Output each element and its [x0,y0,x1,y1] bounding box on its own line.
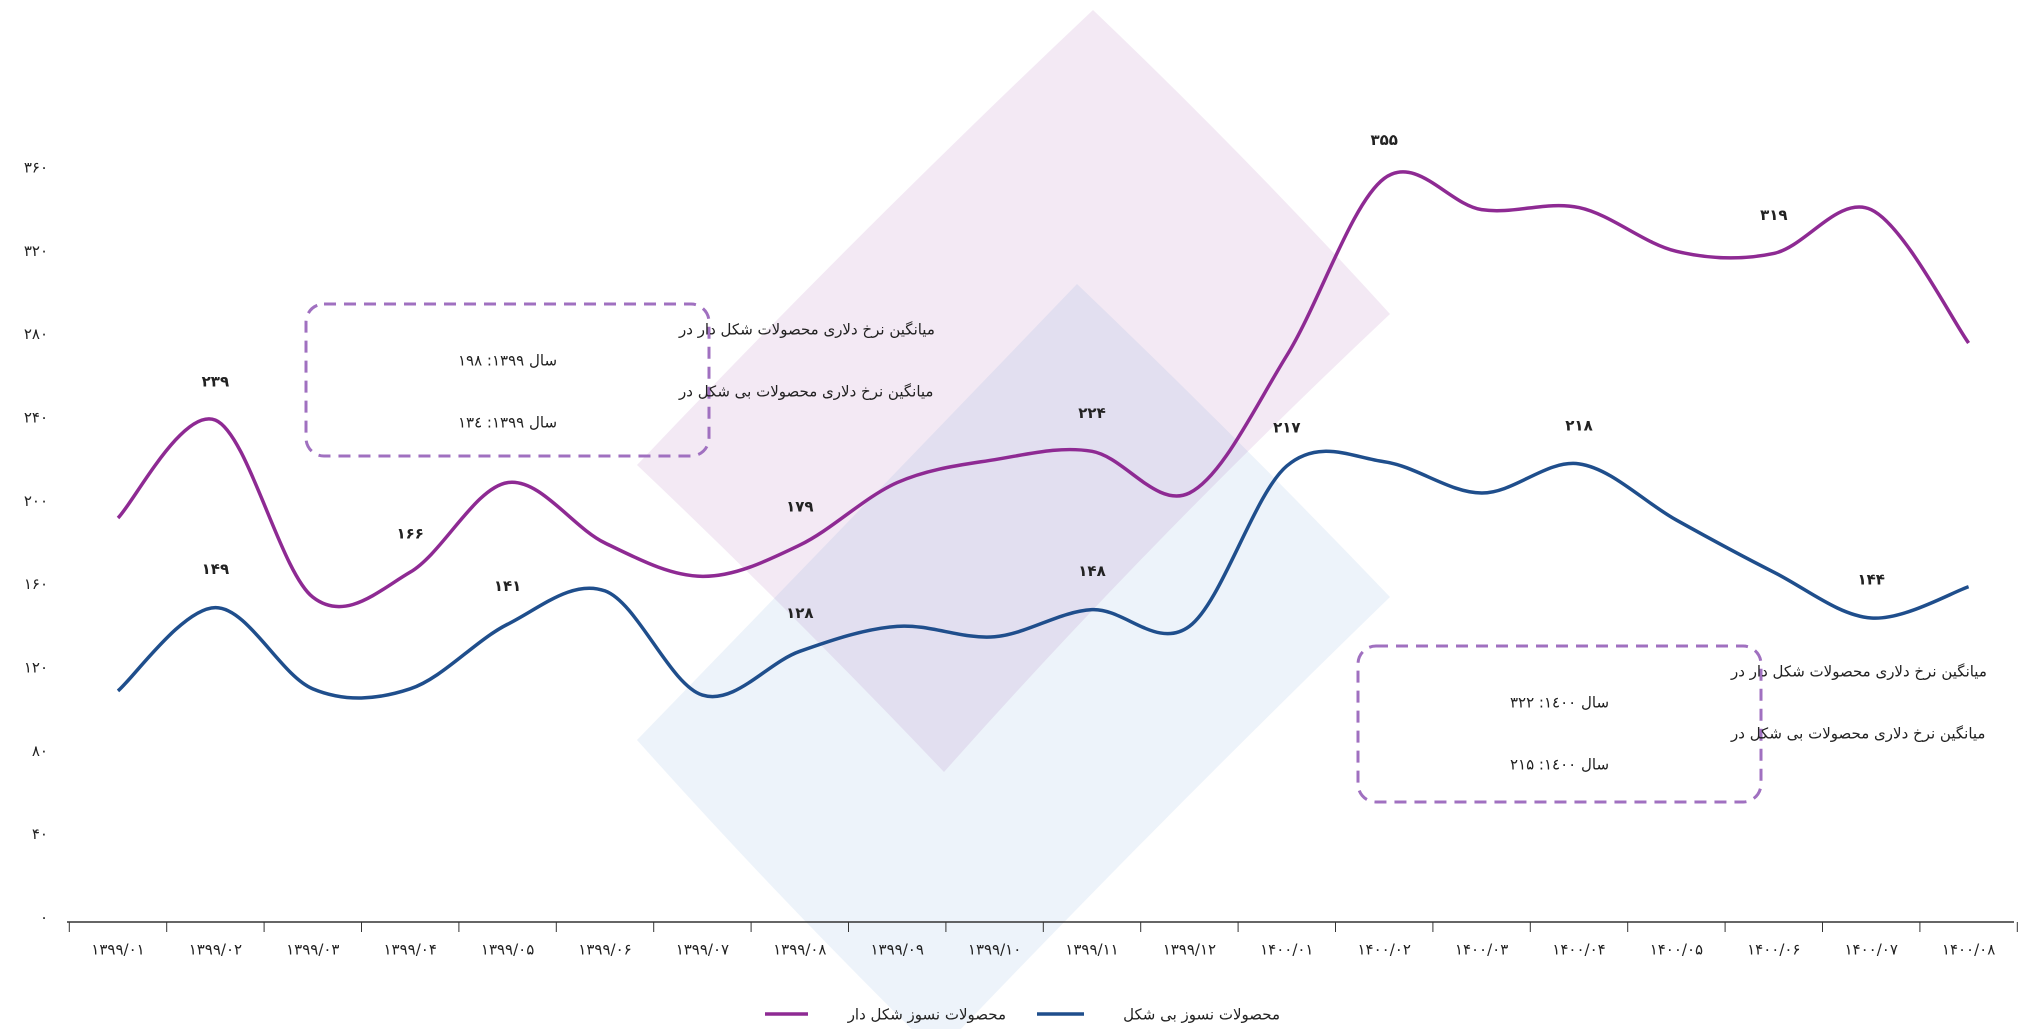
data-label: ۱۴۱ [494,577,521,595]
y-tick-label: ۳۶۰ [24,159,48,177]
data-label: ۱۴۹ [202,560,229,578]
x-tick-label: ۱۳۹۹/۰۸ [773,941,826,959]
annotation-text: میانگین نرخ دلاری محصولات بی شکل در [1730,725,1985,743]
y-tick-label: ۳۲۰ [24,242,48,260]
annotation-text: میانگین نرخ دلاری محصولات شکل دار در [678,321,935,339]
y-tick-label: ۴۰ [32,825,48,843]
x-tick-label: ۱۳۹۹/۰۶ [578,941,631,959]
data-label: ۳۵۵ [1370,131,1397,149]
annotation-text: سال ۱٤۰۰: ۳۲۲ [1510,694,1609,712]
y-tick-label: ۰ [40,909,48,927]
x-tick-label: ۱۳۹۹/۰۱ [91,941,144,959]
x-tick-label: ۱۴۰۰/۰۵ [1650,941,1703,959]
annotation-box [1358,646,1761,802]
data-label: ۱۲۸ [786,604,813,622]
annotation-text: سال ۱۳۹۹: ۱۳٤ [458,414,557,432]
data-label: ۲۳۹ [202,373,229,391]
data-label: ۱۷۹ [786,498,813,516]
y-tick-label: ۲۸۰ [24,325,48,343]
annotation-text: سال ۱۳۹۹: ۱۹۸ [458,352,557,370]
y-tick-label: ۸۰ [32,742,48,760]
annotation-box [306,304,709,456]
x-tick-label: ۱۳۹۹/۱۱ [1065,941,1118,959]
annotation-text: میانگین نرخ دلاری محصولات بی شکل در [678,383,933,401]
x-tick-label: ۱۴۰۰/۰۳ [1455,941,1508,959]
data-label: ۱۴۴ [1857,571,1884,589]
annotation-text: سال ۱٤۰۰: ۲۱۵ [1510,756,1609,774]
y-tick-label: ۲۴۰ [24,409,48,427]
data-label: ۱۴۸ [1078,562,1105,580]
x-tick-label: ۱۴۰۰/۰۷ [1844,941,1897,959]
chart: ۰ ۴۰ ۸۰ ۱۲۰ ۱۶۰ ۲۰۰ ۲۴۰ ۲۸۰ ۳۲۰ ۳۶۰ ۱۳۹۹/۰۱ ۱۳۹۹/۰۲… [0,0,2027,1029]
y-tick-label: ۱۶۰ [24,575,48,593]
data-label: ۲۱۸ [1565,416,1592,434]
y-tick-label: ۲۰۰ [24,492,48,510]
x-tick-label: ۱۴۰۰/۰۱ [1260,941,1313,959]
x-tick-label: ۱۴۰۰/۰۸ [1942,941,1995,959]
x-tick-label: ۱۳۹۹/۰۲ [189,941,242,959]
x-tick-label: ۱۳۹۹/۰۷ [676,941,729,959]
x-tick-label: ۱۳۹۹/۰۴ [383,941,436,959]
x-tick-label: ۱۴۰۰/۰۴ [1552,941,1605,959]
y-tick-label: ۱۲۰ [24,659,48,677]
x-tick-label: ۱۴۰۰/۰۶ [1747,941,1800,959]
data-label: ۳۱۹ [1760,206,1787,224]
x-tick-label: ۱۳۹۹/۰۹ [870,941,923,959]
x-tick-label: ۱۳۹۹/۱۲ [1163,941,1216,959]
x-tick-label: ۱۳۹۹/۱۰ [968,941,1021,959]
annotation-text: میانگین نرخ دلاری محصولات شکل دار در [1730,663,1987,681]
x-tick-label: ۱۴۰۰/۰۲ [1357,941,1410,959]
data-label: ۱۶۶ [396,525,423,543]
data-label: ۲۲۴ [1078,404,1105,422]
legend-label: محصولات نسوز شکل دار [847,1006,1006,1024]
x-tick-label: ۱۳۹۹/۰۵ [481,941,534,959]
x-tick-label: ۱۳۹۹/۰۳ [286,941,339,959]
data-label: ۲۱۷ [1273,418,1300,436]
legend-label: محصولات نسوز بی شکل [1123,1006,1280,1024]
